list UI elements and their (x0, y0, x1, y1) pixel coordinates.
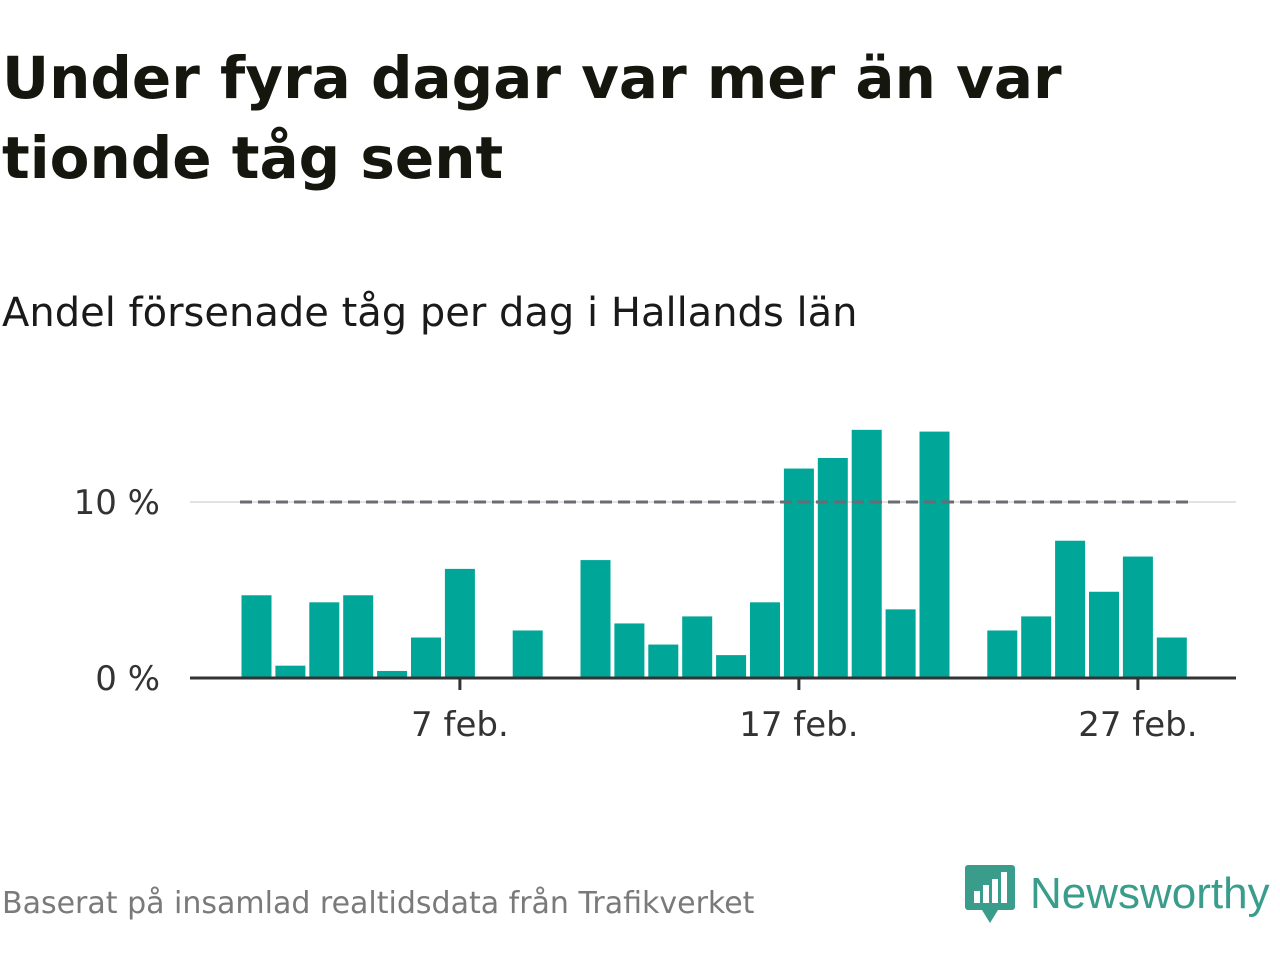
bar (783, 468, 814, 678)
bar (275, 665, 306, 678)
bar (817, 458, 848, 678)
bar (444, 568, 475, 678)
y-tick-label: 10 % (74, 483, 160, 523)
bar (614, 623, 645, 678)
bar (343, 595, 374, 678)
bar (716, 655, 747, 678)
bar (411, 637, 441, 678)
bar (1122, 556, 1153, 678)
bar-chart: 0 % 10 % 7 feb. 17 feb. 27 feb. (74, 429, 1236, 745)
x-tick-label: 27 feb. (1078, 705, 1197, 745)
bar (851, 429, 882, 678)
bar (1089, 591, 1119, 678)
source-note: Baserat på insamlad realtidsdata från Tr… (2, 886, 755, 921)
bar (377, 670, 408, 678)
bar (580, 560, 611, 678)
bar (750, 602, 780, 678)
bar (1055, 540, 1086, 678)
brand-logo: Newsworthy (964, 862, 1270, 926)
bar (241, 595, 272, 678)
bar (309, 602, 340, 678)
chart-subtitle: Andel försenade tåg per dag i Hallands l… (2, 290, 858, 336)
brand-name: Newsworthy (1030, 869, 1270, 918)
x-tick-label: 7 feb. (411, 705, 509, 745)
chart-title: Under fyra dagar var mer än var tionde t… (2, 44, 1062, 192)
y-tick-label: 0 % (95, 659, 160, 699)
bar (512, 630, 543, 678)
bar (648, 644, 679, 678)
bar (885, 609, 916, 678)
x-tick-label: 17 feb. (739, 705, 858, 745)
bar (1156, 637, 1187, 678)
bar (1021, 616, 1052, 678)
bar (987, 630, 1018, 678)
bar-chart-speech-bubble-icon (965, 865, 1015, 923)
bar (919, 431, 950, 678)
bar (682, 616, 713, 678)
